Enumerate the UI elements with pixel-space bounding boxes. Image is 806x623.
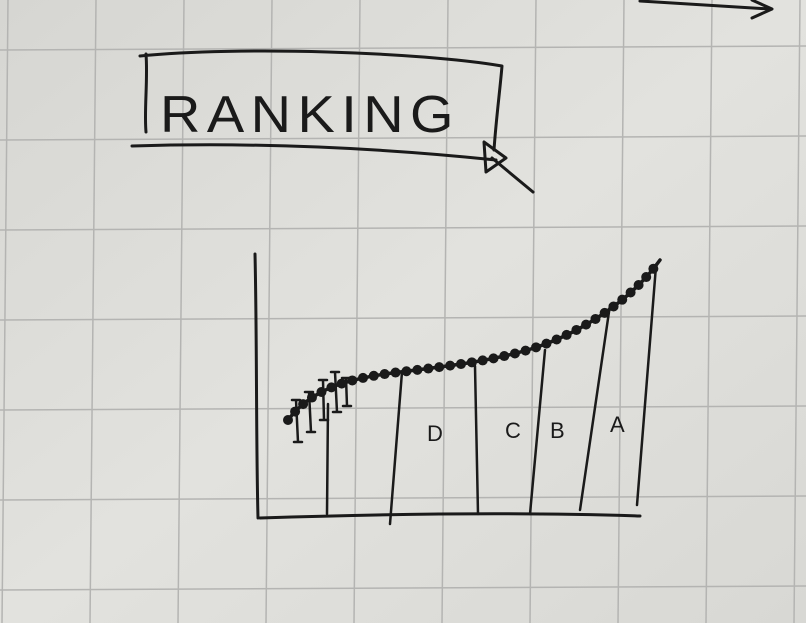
curve-dot (551, 334, 562, 345)
curve-dot (336, 378, 347, 389)
curve-dot (509, 348, 520, 359)
curve-dot (412, 364, 423, 375)
grid-line (1, 0, 9, 623)
curve-dot (561, 329, 572, 340)
curve-dot (625, 287, 636, 298)
grid-line (0, 45, 806, 51)
band-label: C (505, 418, 521, 443)
curve-dot (434, 362, 445, 373)
curve-dot (531, 342, 542, 353)
grid-line (529, 0, 537, 623)
curve-dot (466, 357, 477, 368)
grid-line (441, 0, 449, 623)
band-label: D (427, 421, 443, 446)
grid-line (0, 315, 806, 321)
curve-dot (648, 263, 659, 274)
cursor-arrow (482, 140, 535, 194)
arrow (638, 0, 774, 20)
curve-dot (290, 406, 301, 417)
curve-dot (581, 319, 592, 330)
grid-line (177, 0, 185, 623)
curve-dot (306, 392, 317, 403)
curve-dot (608, 301, 619, 312)
curve-dots (283, 263, 659, 425)
curve-dot (316, 386, 327, 397)
grid-line (0, 225, 806, 231)
grid-line (793, 0, 801, 623)
curve-dot (283, 415, 293, 425)
curve-dot (617, 294, 628, 305)
grid-line (705, 0, 713, 623)
axes (253, 252, 642, 520)
curve-dot (488, 353, 499, 364)
curve-dot (357, 372, 368, 383)
curve-dot (499, 351, 510, 362)
grid-line (353, 0, 361, 623)
title-box (130, 49, 504, 162)
curve-dot (379, 369, 390, 380)
curve-dot (423, 363, 434, 374)
grid-line (617, 0, 625, 623)
grid-line (0, 135, 806, 141)
curve-dot (455, 359, 466, 370)
curve-dot (390, 367, 401, 378)
curve-dot (298, 399, 309, 410)
band-label: B (550, 418, 565, 443)
grid-line (0, 405, 806, 411)
curve-dot (541, 338, 552, 349)
curve-dot (571, 324, 582, 335)
curve-dot (520, 345, 531, 356)
grid-line (89, 0, 97, 623)
curve-dot (401, 366, 412, 377)
band-lines (325, 264, 658, 526)
error-bars (290, 370, 353, 444)
curve-dot (347, 375, 358, 386)
curve-dot (599, 307, 610, 318)
curve-dot (633, 279, 644, 290)
curve-dot (326, 382, 337, 393)
title: RANKING (160, 86, 460, 144)
curve-dot (445, 360, 456, 371)
curve-dot (641, 272, 652, 283)
curve-dot (477, 355, 488, 366)
grid-line (0, 495, 806, 501)
curve-dot (590, 313, 601, 324)
curve-dot (368, 370, 379, 381)
band-label: A (610, 412, 625, 437)
grid-line (0, 585, 806, 591)
